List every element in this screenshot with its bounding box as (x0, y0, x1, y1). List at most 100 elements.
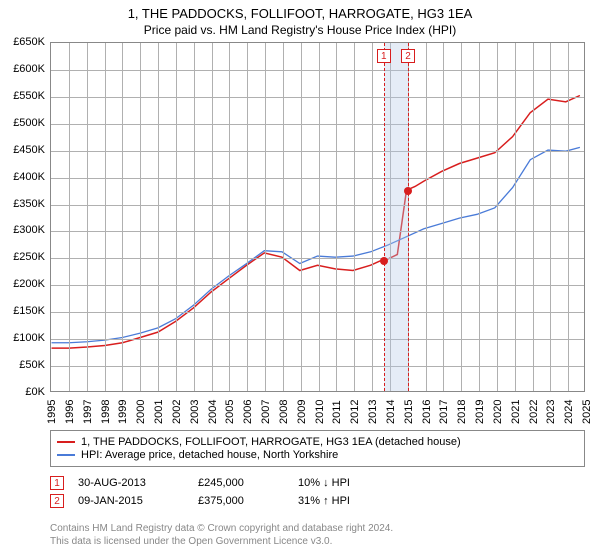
gridline-h (51, 339, 584, 340)
gridline-v (265, 43, 266, 391)
y-tick-label: £250K (13, 251, 45, 263)
gridline-v (372, 43, 373, 391)
x-tick-label: 1999 (117, 400, 129, 424)
x-tick-label: 1995 (46, 400, 58, 424)
title-block: 1, THE PADDOCKS, FOLLIFOOT, HARROGATE, H… (0, 0, 600, 37)
x-tick-label: 2024 (563, 400, 575, 424)
x-tick-label: 2015 (403, 400, 415, 424)
title-line-1: 1, THE PADDOCKS, FOLLIFOOT, HARROGATE, H… (0, 6, 600, 21)
x-tick-label: 2013 (367, 400, 379, 424)
x-tick-label: 2006 (242, 400, 254, 424)
gridline-v (443, 43, 444, 391)
legend-row: 1, THE PADDOCKS, FOLLIFOOT, HARROGATE, H… (57, 436, 578, 448)
y-tick-label: £500K (13, 117, 45, 129)
x-tick-label: 1997 (82, 400, 94, 424)
gridline-h (51, 178, 584, 179)
x-tick-label: 2003 (189, 400, 201, 424)
y-tick-label: £550K (13, 90, 45, 102)
sale-row: 130-AUG-2013£245,00010% ↓ HPI (50, 476, 585, 490)
x-tick-label: 2009 (296, 400, 308, 424)
gridline-h (51, 285, 584, 286)
gridline-h (51, 151, 584, 152)
sale-row-marker: 2 (50, 494, 64, 508)
gridline-v (336, 43, 337, 391)
gridline-v (515, 43, 516, 391)
sale-diff: 31% ↑ HPI (298, 495, 350, 507)
sale-marker-box: 1 (377, 49, 391, 63)
gridline-v (122, 43, 123, 391)
gridline-v (319, 43, 320, 391)
y-tick-label: £0K (25, 386, 45, 398)
gridline-v (533, 43, 534, 391)
x-tick-label: 2018 (456, 400, 468, 424)
gridline-h (51, 124, 584, 125)
gridline-h (51, 366, 584, 367)
sale-date-line (384, 43, 385, 391)
gridline-v (550, 43, 551, 391)
x-tick-label: 2005 (224, 400, 236, 424)
gridline-v (176, 43, 177, 391)
x-tick-label: 2021 (510, 400, 522, 424)
gridline-v (140, 43, 141, 391)
gridline-v (247, 43, 248, 391)
y-tick-label: £200K (13, 278, 45, 290)
x-tick-label: 2023 (545, 400, 557, 424)
gridline-h (51, 97, 584, 98)
x-tick-label: 1998 (100, 400, 112, 424)
gridline-h (51, 70, 584, 71)
sale-price: £245,000 (198, 477, 298, 489)
y-axis: £0K£50K£100K£150K£200K£250K£300K£350K£40… (0, 42, 48, 392)
x-tick-label: 2007 (260, 400, 272, 424)
legend: 1, THE PADDOCKS, FOLLIFOOT, HARROGATE, H… (50, 430, 585, 467)
x-axis: 1995199619971998199920002001200220032004… (50, 394, 585, 428)
legend-swatch (57, 441, 75, 443)
legend-swatch (57, 454, 75, 456)
x-tick-label: 2002 (171, 400, 183, 424)
gridline-v (229, 43, 230, 391)
x-tick-label: 2017 (438, 400, 450, 424)
gridline-v (105, 43, 106, 391)
sale-date: 09-JAN-2015 (78, 495, 198, 507)
gridline-v (354, 43, 355, 391)
x-tick-label: 2016 (421, 400, 433, 424)
gridline-v (194, 43, 195, 391)
gridline-h (51, 205, 584, 206)
y-tick-label: £600K (13, 63, 45, 75)
y-tick-label: £300K (13, 224, 45, 236)
x-tick-label: 2020 (492, 400, 504, 424)
legend-label: HPI: Average price, detached house, Nort… (81, 449, 338, 461)
gridline-v (69, 43, 70, 391)
x-tick-label: 2010 (314, 400, 326, 424)
sale-date: 30-AUG-2013 (78, 477, 198, 489)
chart-container: 1, THE PADDOCKS, FOLLIFOOT, HARROGATE, H… (0, 0, 600, 560)
gridline-v (283, 43, 284, 391)
gridline-v (568, 43, 569, 391)
title-line-2: Price paid vs. HM Land Registry's House … (0, 23, 600, 37)
sale-diff: 10% ↓ HPI (298, 477, 350, 489)
x-tick-label: 2000 (135, 400, 147, 424)
footer: Contains HM Land Registry data © Crown c… (50, 522, 393, 548)
gridline-v (212, 43, 213, 391)
x-tick-label: 2019 (474, 400, 486, 424)
gridline-v (479, 43, 480, 391)
sale-rows: 130-AUG-2013£245,00010% ↓ HPI 2 09-JAN-201… (50, 472, 585, 512)
gridline-v (461, 43, 462, 391)
gridline-h (51, 312, 584, 313)
x-tick-label: 1996 (64, 400, 76, 424)
plot-area: 12 (50, 42, 585, 392)
y-tick-label: £450K (13, 144, 45, 156)
sale-date-line (408, 43, 409, 391)
legend-label: 1, THE PADDOCKS, FOLLIFOOT, HARROGATE, H… (81, 436, 461, 448)
sale-marker-box: 2 (401, 49, 415, 63)
footer-line-2: This data is licensed under the Open Gov… (50, 535, 393, 548)
x-tick-label: 2012 (349, 400, 361, 424)
highlight-band (384, 43, 408, 391)
x-tick-label: 2008 (278, 400, 290, 424)
sale-row: 2 09-JAN-2015£375,00031% ↑ HPI (50, 494, 585, 508)
gridline-h (51, 258, 584, 259)
x-tick-label: 2011 (331, 400, 343, 424)
y-tick-label: £50K (19, 359, 45, 371)
sale-price: £375,000 (198, 495, 298, 507)
footer-line-1: Contains HM Land Registry data © Crown c… (50, 522, 393, 535)
gridline-v (87, 43, 88, 391)
